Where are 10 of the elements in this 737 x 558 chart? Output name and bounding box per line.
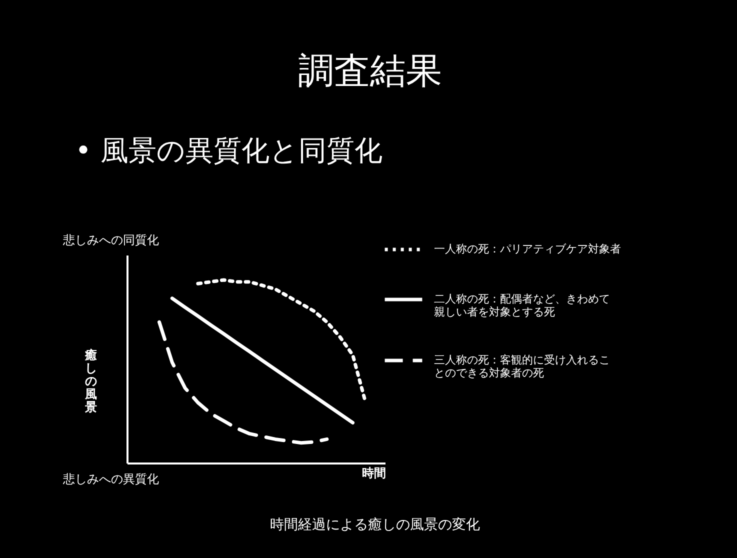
legend-label: 二人称の死：配偶者など、きわめて親しい者を対象とする死 xyxy=(434,292,610,318)
chart-subtitle: • 風景の異質化と同質化 xyxy=(75,134,382,167)
x-axis-title: 時間 xyxy=(362,466,386,480)
y-axis-title: 癒しの風景 xyxy=(84,348,97,414)
legend-label: 三人称の死：客観的に受け入れることのできる対象者の死 xyxy=(434,354,610,380)
text: 悲しみへの同質化 xyxy=(62,233,159,247)
text: 悲しみへの異質化 xyxy=(62,472,159,486)
legend-label: 一人称の死：パリアティブケア対象者 xyxy=(434,242,621,256)
chart-title: 調査結果 xyxy=(298,51,442,92)
text: 時間経過による癒しの風景の変化 xyxy=(270,517,480,533)
